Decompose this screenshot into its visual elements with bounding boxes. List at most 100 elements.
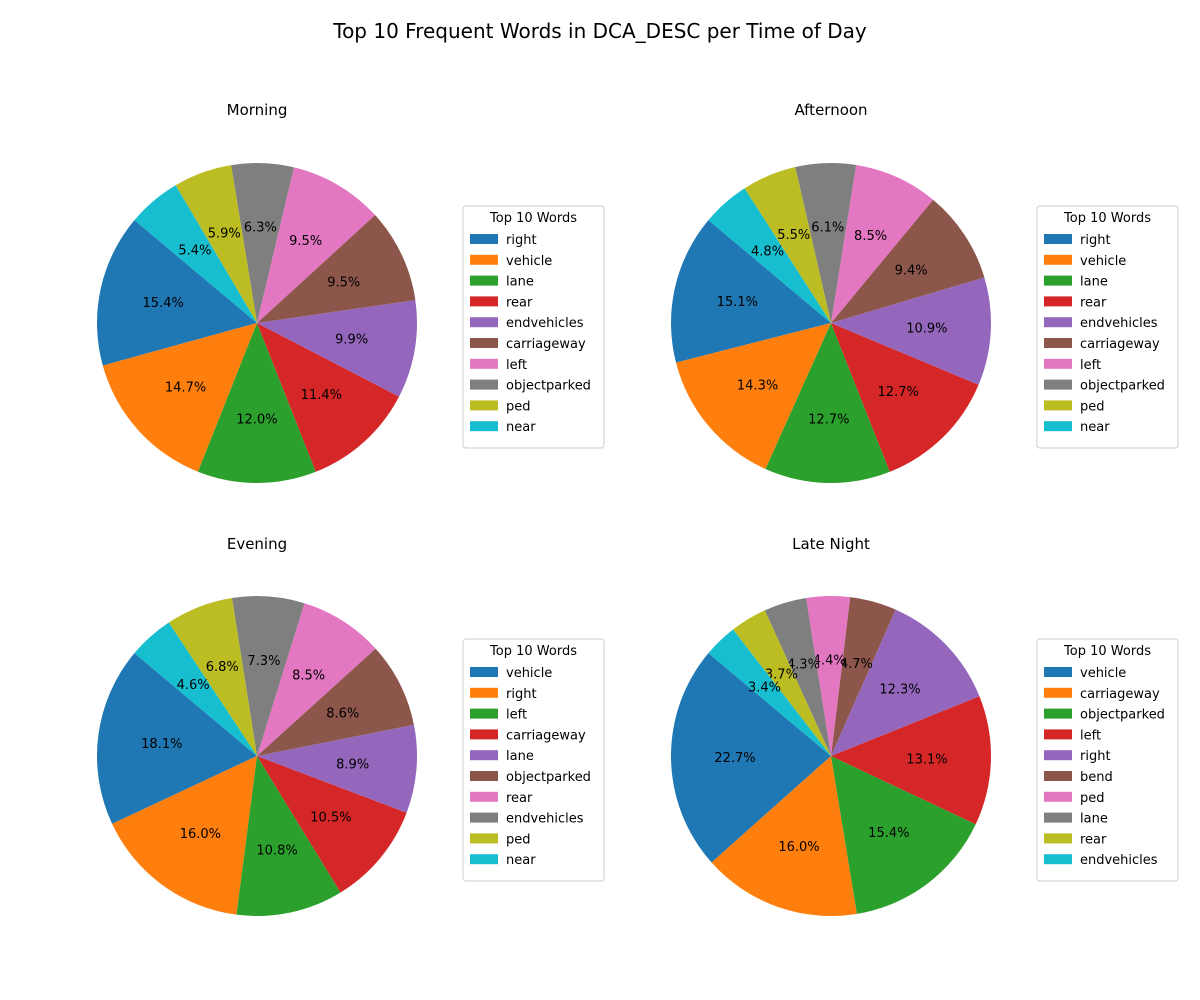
legend-frame bbox=[462, 638, 605, 882]
legend-swatch bbox=[1044, 667, 1072, 677]
pie-title: Evening bbox=[227, 535, 287, 553]
legend-entry: rear bbox=[506, 791, 533, 806]
legend-entry: lane bbox=[1080, 275, 1108, 290]
legend-swatch bbox=[1044, 687, 1072, 698]
pie-slice-rear bbox=[257, 323, 400, 472]
legend-swatch bbox=[1044, 708, 1072, 719]
legend-title: Top 10 Words bbox=[489, 211, 577, 226]
pie-value-label: 12.0% bbox=[236, 413, 277, 428]
pie-value-label: 3.7% bbox=[765, 667, 798, 682]
pie-value-label: 12.3% bbox=[879, 683, 920, 698]
pie-value-label: 9.5% bbox=[327, 275, 360, 290]
legend-swatch bbox=[1044, 771, 1072, 781]
figure-title: Top 10 Frequent Words in DCA_DESC per Ti… bbox=[332, 19, 867, 43]
legend-entry: carriageway bbox=[506, 728, 586, 743]
pie-value-label: 18.1% bbox=[141, 737, 182, 752]
legend: Top 10 Words vehicle carriageway objectpark… bbox=[1036, 638, 1179, 882]
legend-swatch bbox=[1044, 379, 1072, 390]
pie-value-label: 15.4% bbox=[868, 826, 909, 841]
legend-entry: left bbox=[506, 708, 527, 723]
pie-value-label: 10.5% bbox=[310, 811, 351, 826]
pie-panel-evening: Evening 18.1% 16.0% 10.8% 10.5% 8.9% 8.6% 8.5% 7… bbox=[96, 535, 605, 916]
pie-panel-afternoon: Afternoon 15.1% 14.3% 12.7% 12.7% 10.9% 9.4% 8.… bbox=[670, 101, 1179, 484]
pie-value-label: 12.7% bbox=[808, 412, 849, 427]
pie-value-label: 12.7% bbox=[878, 385, 919, 400]
legend-entry: lane bbox=[506, 749, 534, 764]
pie-slice-left bbox=[831, 164, 934, 323]
pie-slice-objectparked bbox=[795, 163, 857, 323]
legend-swatch bbox=[470, 854, 498, 865]
pie-slice-vehicle bbox=[670, 653, 831, 863]
pie-value-label: 9.5% bbox=[289, 234, 322, 249]
legend-entry: objectparked bbox=[506, 379, 591, 394]
legend-entry: objectparked bbox=[1080, 708, 1165, 723]
legend-swatch bbox=[470, 771, 498, 781]
legend-swatch bbox=[1044, 234, 1072, 244]
pie-value-label: 14.7% bbox=[165, 381, 206, 396]
legend-title: Top 10 Words bbox=[489, 644, 577, 659]
pie-slice-near bbox=[134, 185, 257, 323]
legend-entry: right bbox=[506, 687, 537, 702]
legend-swatch bbox=[470, 254, 498, 265]
pie-value-label: 8.5% bbox=[854, 229, 887, 244]
legend-swatch bbox=[1044, 791, 1072, 802]
legend-entry: objectparked bbox=[506, 770, 591, 785]
legend-swatch bbox=[1044, 812, 1072, 823]
pie-value-label: 10.9% bbox=[906, 322, 947, 337]
pie-value-label: 4.3% bbox=[787, 658, 820, 673]
pie-slice-objectparked bbox=[257, 648, 414, 756]
legend-swatch bbox=[1044, 296, 1072, 307]
legend-entry: near bbox=[506, 853, 536, 868]
pie-panel-late-night: Late Night22.7%16.0%15.4%13.1%12.3%4.7%4… bbox=[670, 535, 1179, 917]
legend-entry: carriageway bbox=[1080, 687, 1160, 702]
legend-entry: ped bbox=[506, 399, 531, 414]
legend-entry: carriageway bbox=[506, 337, 586, 352]
legend-swatch bbox=[470, 234, 498, 244]
pie-title: Afternoon bbox=[794, 101, 867, 119]
legend-swatch bbox=[470, 708, 498, 719]
pie-title: Late Night bbox=[792, 535, 870, 553]
pie-value-label: 5.4% bbox=[178, 243, 211, 258]
legend-swatch bbox=[470, 812, 498, 823]
legend-entry: ped bbox=[1080, 399, 1105, 414]
pie-slice-carriageway bbox=[711, 756, 857, 917]
pie-panel-morning: Morning 15.4% 14.7% 12.0% 11.4% 9.9% 9.5% 9.5% 6… bbox=[96, 101, 605, 484]
pie-slice-carriageway bbox=[257, 756, 407, 893]
legend-entry: right bbox=[1080, 233, 1111, 248]
legend-frame bbox=[462, 205, 605, 449]
legend-swatch bbox=[470, 358, 498, 369]
pie-slice-left bbox=[257, 167, 376, 323]
pie-value-label: 10.8% bbox=[256, 843, 297, 858]
legend-entry: vehicle bbox=[1080, 666, 1126, 681]
legend-entry: rear bbox=[1080, 832, 1107, 847]
pie-slice-left bbox=[831, 696, 991, 825]
pie-value-label: 9.4% bbox=[895, 264, 928, 279]
pie-value-label: 13.1% bbox=[906, 752, 947, 767]
pie-value-label: 8.9% bbox=[336, 757, 369, 772]
pie-slice-right bbox=[112, 756, 257, 915]
pie-value-label: 6.8% bbox=[206, 660, 239, 675]
legend-swatch bbox=[1044, 400, 1072, 411]
legend-entry: vehicle bbox=[506, 666, 552, 681]
pie-value-label: 9.9% bbox=[335, 332, 368, 347]
legend-title: Top 10 Words bbox=[1063, 211, 1151, 226]
legend-entry: bend bbox=[1080, 770, 1113, 785]
panels: Morning 15.4% 14.7% 12.0% 11.4% 9.9% 9.5% 9.5% 6… bbox=[96, 101, 1179, 917]
legend: Top 10 Words right vehicle lane rear endvehic… bbox=[462, 205, 605, 449]
legend-swatch bbox=[470, 421, 498, 432]
legend-frame bbox=[1036, 205, 1179, 449]
pie-slice-objectparked bbox=[831, 756, 976, 914]
pie-slice-bend bbox=[831, 597, 896, 756]
pie-value-label: 16.0% bbox=[180, 827, 221, 842]
legend-swatch bbox=[1044, 750, 1072, 761]
legend-frame bbox=[1036, 638, 1179, 882]
legend: Top 10 Words vehicle right left carriageway l… bbox=[462, 638, 605, 882]
pie-slice-carriageway bbox=[257, 215, 416, 323]
legend-swatch bbox=[470, 687, 498, 698]
legend-entry: vehicle bbox=[506, 254, 552, 269]
pie-value-label: 22.7% bbox=[714, 751, 755, 766]
legend-swatch bbox=[470, 833, 498, 844]
pie-value-label: 4.6% bbox=[177, 678, 210, 693]
pie-value-label: 14.3% bbox=[737, 378, 778, 393]
pie-slice-rear bbox=[733, 610, 831, 756]
